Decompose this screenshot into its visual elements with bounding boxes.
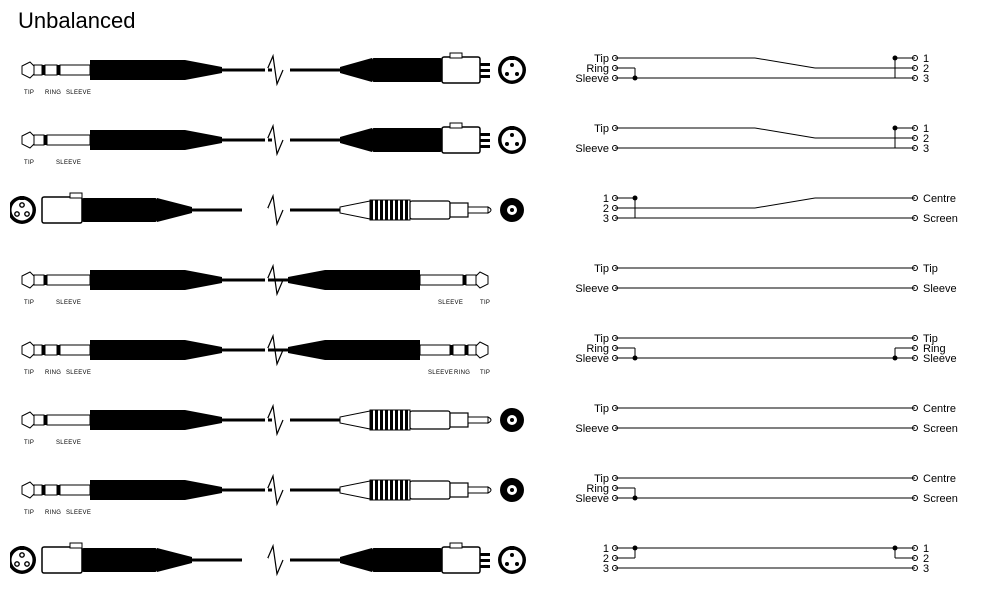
svg-text:Sleeve: Sleeve [923,353,957,365]
svg-text:Centre: Centre [923,193,956,205]
wiring-diagram: Tip Sleeve Centre Screen [555,396,985,466]
cable-row: 123123 [0,536,999,606]
cable-diagram [10,536,540,606]
svg-text:3: 3 [603,213,609,225]
svg-text:Tip: Tip [594,123,609,135]
svg-text:Sleeve: Sleeve [575,493,609,505]
svg-text:TIP: TIP [24,510,34,516]
cable-row: 123CentreScreen [0,186,999,256]
rows-container: TIPRINGSLEEVETipRingSleeve123TIPSLEEVETi… [0,46,999,606]
wiring-diagram: Tip Sleeve Tip Sleeve [555,256,985,326]
svg-text:Sleeve: Sleeve [575,283,609,295]
svg-text:SLEEVE: SLEEVE [56,440,81,446]
svg-text:Screen: Screen [923,493,958,505]
cable-diagram: TIPRINGSLEEVESLEEVERINGTIP [10,326,540,396]
svg-text:TIP: TIP [24,300,34,306]
svg-text:SLEEVE: SLEEVE [56,160,81,166]
svg-text:Sleeve: Sleeve [575,423,609,435]
wiring-diagram: 123123 [555,536,985,606]
svg-text:3: 3 [603,563,609,575]
svg-text:TIP: TIP [24,440,34,446]
svg-text:Tip: Tip [594,263,609,275]
page-title: Unbalanced [18,8,135,34]
svg-text:RING: RING [45,510,61,516]
wiring-diagram: 123CentreScreen [555,186,985,256]
svg-text:Screen: Screen [923,423,958,435]
wiring-diagram: TipRingSleeveTipRingSleeve [555,326,985,396]
svg-text:SLEEVE: SLEEVE [438,300,463,306]
svg-text:Tip: Tip [923,263,938,275]
svg-text:RING: RING [45,370,61,376]
svg-text:SLEEVE: SLEEVE [56,300,81,306]
svg-text:RING: RING [454,370,470,376]
cable-diagram: TIP SLEEVE [10,396,540,466]
svg-text:SLEEVE: SLEEVE [428,370,453,376]
svg-text:Sleeve: Sleeve [923,283,957,295]
wiring-diagram: TipSleeve123 [555,116,985,186]
cable-diagram [10,186,540,256]
svg-text:TIP: TIP [24,370,34,376]
cable-row: TIPRINGSLEEVETipRingSleeveCentreScreen [0,466,999,536]
svg-text:Centre: Centre [923,403,956,415]
cable-row: TIPRINGSLEEVESLEEVERINGTIPTipRingSleeveT… [0,326,999,396]
svg-text:RING: RING [45,90,61,96]
cable-row: TIP SLEEVE SLEEVE TIP Tip Sleeve Tip Sleeve [0,256,999,326]
svg-text:TIP: TIP [24,90,34,96]
svg-text:3: 3 [923,143,929,155]
svg-text:Sleeve: Sleeve [575,73,609,85]
cable-diagram: TIP RING SLEEVE [10,46,540,116]
cable-diagram: TIP SLEEVE SLEEVE TIP [10,256,540,326]
svg-text:Tip: Tip [594,403,609,415]
svg-text:Screen: Screen [923,213,958,225]
svg-text:Centre: Centre [923,473,956,485]
svg-text:SLEEVE: SLEEVE [66,370,91,376]
wiring-diagram: TipRingSleeveCentreScreen [555,466,985,536]
svg-text:SLEEVE: SLEEVE [66,90,91,96]
cable-row: TIPSLEEVETipSleeve123 [0,116,999,186]
svg-text:Sleeve: Sleeve [575,353,609,365]
cable-row: TIP SLEEVE Tip Sleeve Centre Screen [0,396,999,466]
cable-row: TIP RING SLEEVE TipRingSleeve123 [0,46,999,116]
cable-diagram: TIP RING SLEEVE [10,466,540,536]
wiring-diagram: TipRingSleeve123 [555,46,985,116]
svg-text:TIP: TIP [24,160,34,166]
svg-text:3: 3 [923,73,929,85]
svg-text:TIP: TIP [480,370,490,376]
svg-text:3: 3 [923,563,929,575]
cable-diagram: TIP SLEEVE [10,116,540,186]
svg-text:SLEEVE: SLEEVE [66,510,91,516]
svg-text:Sleeve: Sleeve [575,143,609,155]
svg-text:TIP: TIP [480,300,490,306]
